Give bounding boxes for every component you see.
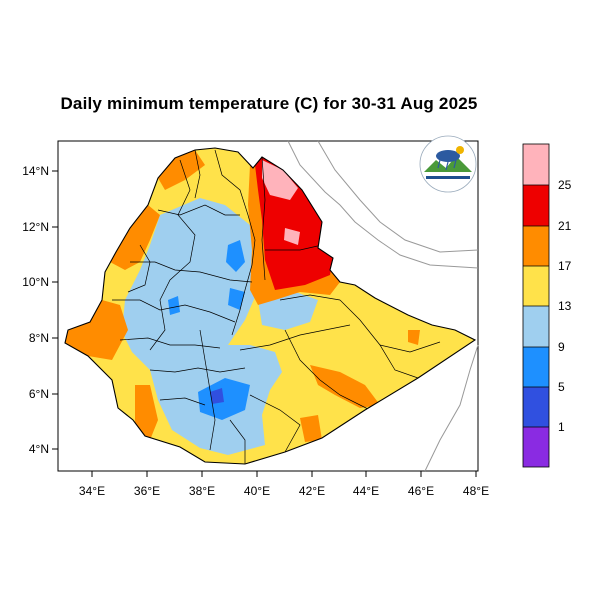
x-tick-label: 46°E xyxy=(408,484,434,498)
y-tick-label: 8°N xyxy=(29,331,49,345)
ethiopia-border xyxy=(64,147,477,465)
very-hot-zone xyxy=(262,160,298,200)
warm-zone xyxy=(65,300,128,360)
x-tick-label: 36°E xyxy=(134,484,160,498)
colorbar-bin xyxy=(523,387,549,427)
x-axis xyxy=(91,471,477,477)
neighbour-borders xyxy=(287,140,479,472)
colorbar xyxy=(522,143,550,468)
x-tick-label: 38°E xyxy=(189,484,215,498)
colorbar-bin xyxy=(523,144,549,185)
colorbar-bin xyxy=(523,185,549,226)
colorbar-label: 25 xyxy=(558,178,572,192)
warm-zone xyxy=(110,205,160,270)
x-axis-labels: 34°E 36°E 38°E 40°E 42°E 44°E 46°E 48°E xyxy=(79,484,489,498)
map-title: Daily minimum temperature (C) for 30-31 … xyxy=(60,94,478,113)
cold-zone xyxy=(198,378,250,420)
colorbar-label: 9 xyxy=(558,340,565,354)
colorbar-label: 5 xyxy=(558,380,565,394)
warm-zone xyxy=(310,365,380,408)
cold-zone xyxy=(228,288,245,310)
y-tick-label: 10°N xyxy=(22,275,49,289)
colorbar-label: 13 xyxy=(558,299,572,313)
warm-zone xyxy=(408,330,420,345)
colorbar-bin xyxy=(523,226,549,266)
y-axis-labels: 4°N 6°N 8°N 10°N 12°N 14°N xyxy=(22,164,49,456)
y-tick-label: 4°N xyxy=(29,442,49,456)
y-tick-label: 12°N xyxy=(22,220,49,234)
x-tick-label: 42°E xyxy=(299,484,325,498)
colorbar-label: 17 xyxy=(558,259,572,273)
colorbar-labels: 1 5 9 13 17 21 25 xyxy=(558,178,572,434)
regional-boundaries xyxy=(112,149,441,464)
cold-zone xyxy=(226,240,245,272)
warm-zone xyxy=(158,150,205,190)
y-tick-label: 14°N xyxy=(22,164,49,178)
colorbar-label: 21 xyxy=(558,219,572,233)
colorbar-bin xyxy=(523,266,549,306)
x-tick-label: 48°E xyxy=(463,484,489,498)
colorbar-bin xyxy=(523,427,549,467)
y-axis xyxy=(52,170,58,450)
x-tick-label: 40°E xyxy=(244,484,270,498)
cold-zone xyxy=(168,296,180,315)
warm-zone xyxy=(135,385,158,440)
warm-zone xyxy=(300,415,322,442)
colorbar-bin xyxy=(523,347,549,387)
colorbar-bin xyxy=(523,306,549,347)
y-tick-label: 6°N xyxy=(29,387,49,401)
x-tick-label: 44°E xyxy=(353,484,379,498)
x-tick-label: 34°E xyxy=(79,484,105,498)
very-cold-zone xyxy=(210,388,224,404)
meteorology-institute-logo xyxy=(419,135,477,193)
very-hot-zone xyxy=(284,228,300,245)
colorbar-label: 1 xyxy=(558,420,565,434)
